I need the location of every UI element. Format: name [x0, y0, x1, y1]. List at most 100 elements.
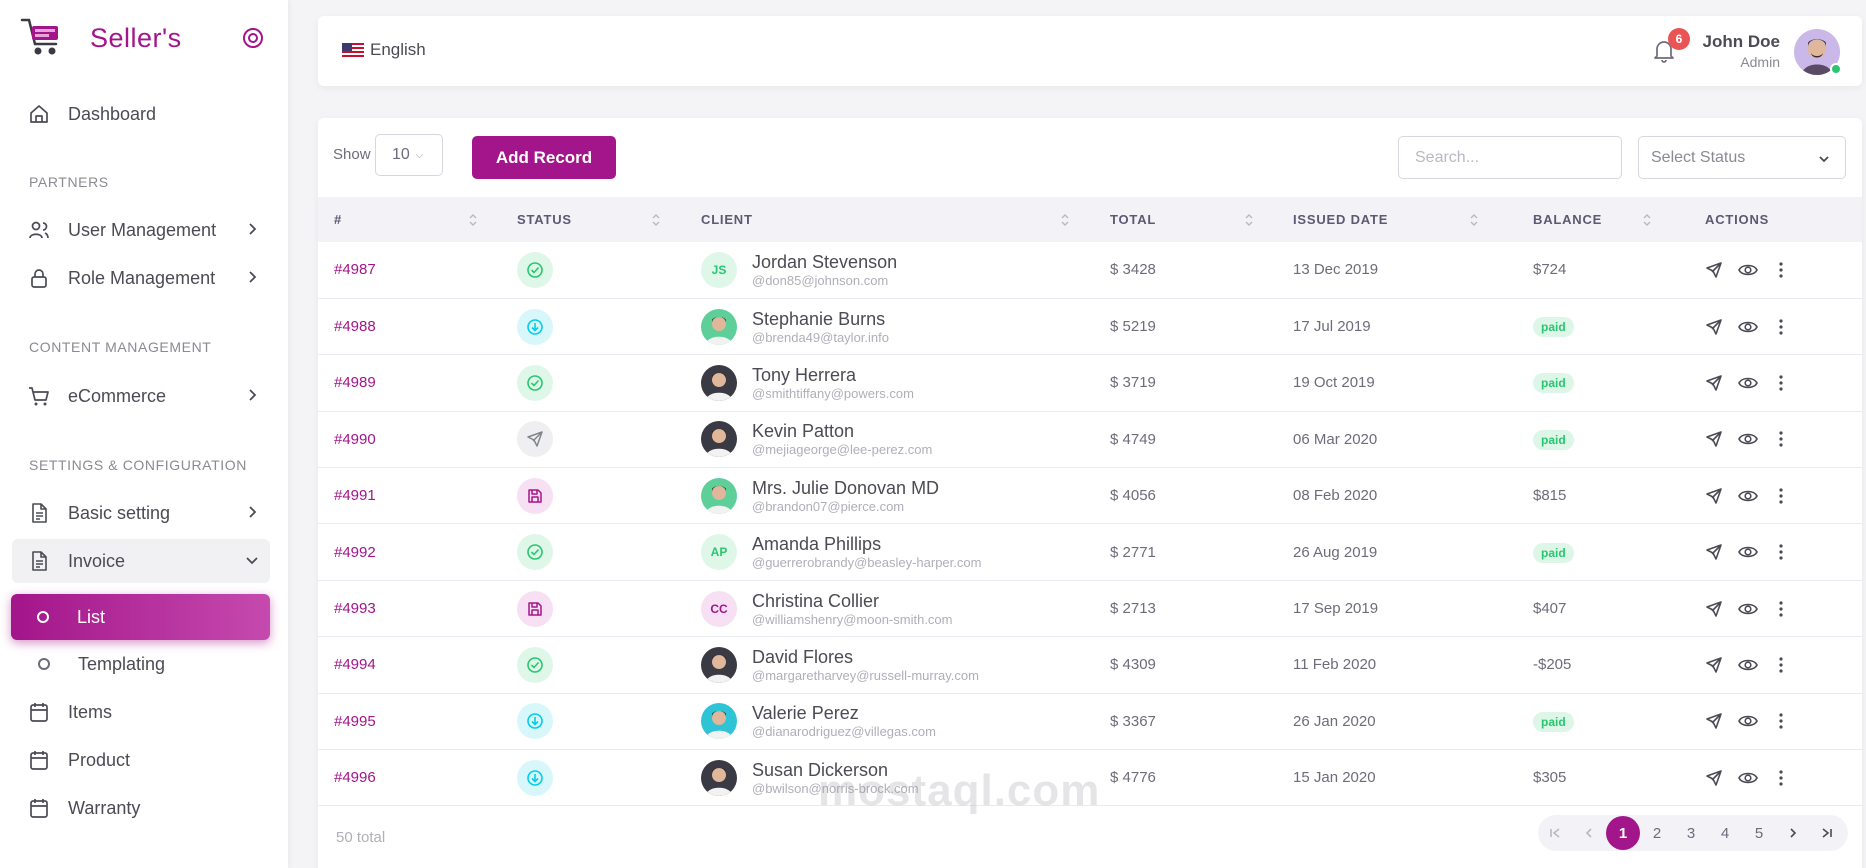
search-input[interactable] — [1398, 136, 1622, 179]
eye-icon[interactable] — [1738, 318, 1758, 336]
table-row[interactable]: #4992 AP Amanda Phillips @guerrerobrandy… — [318, 524, 1862, 581]
column-header-balance[interactable]: BALANCE — [1517, 197, 1689, 242]
prev-page-button[interactable] — [1572, 816, 1606, 850]
eye-icon[interactable] — [1738, 543, 1758, 561]
sidebar-item-warranty[interactable]: Warranty — [12, 786, 270, 830]
user-name[interactable]: John Doe — [1702, 32, 1780, 51]
table-row[interactable]: #4993 CC Christina Collier @williamshenr… — [318, 580, 1862, 637]
sidebar-item-dashboard[interactable]: Dashboard — [12, 92, 270, 136]
column-header-issued-date[interactable]: ISSUED DATE — [1277, 197, 1517, 242]
invoice-id-link[interactable]: #4994 — [334, 656, 376, 674]
send-icon[interactable] — [1705, 656, 1723, 674]
table-row[interactable]: #4989 Tony Herrera @smithtiffany@powers.… — [318, 355, 1862, 412]
arrow-down-circle-icon[interactable] — [517, 759, 553, 796]
eye-icon[interactable] — [1738, 769, 1758, 787]
send-icon[interactable] — [1705, 487, 1723, 505]
eye-icon[interactable] — [1738, 712, 1758, 730]
invoice-id-link[interactable]: #4988 — [334, 318, 376, 336]
eye-icon[interactable] — [1738, 487, 1758, 505]
send-icon[interactable] — [1705, 318, 1723, 336]
arrow-down-circle-icon[interactable] — [517, 308, 553, 345]
invoice-id-link[interactable]: #4989 — [334, 374, 376, 392]
check-circle-icon[interactable] — [517, 364, 553, 401]
first-page-button[interactable] — [1538, 816, 1572, 850]
more-vertical-icon[interactable] — [1773, 600, 1789, 618]
bell-icon[interactable] — [1652, 38, 1676, 64]
eye-icon[interactable] — [1738, 261, 1758, 279]
section-title-settings: SETTINGS & CONFIGURATION — [29, 457, 247, 473]
sidebar-item-items[interactable]: Items — [12, 690, 270, 734]
check-circle-icon[interactable] — [517, 251, 553, 288]
check-circle-icon[interactable] — [517, 534, 553, 571]
invoice-id-link[interactable]: #4992 — [334, 543, 376, 561]
table-row[interactable]: #4987 JS Jordan Stevenson @don85@johnson… — [318, 242, 1862, 299]
page-size-select[interactable]: 10 ⌵ — [375, 134, 443, 176]
avatar[interactable] — [1794, 29, 1840, 75]
eye-icon[interactable] — [1738, 374, 1758, 392]
sidebar-item-role-management[interactable]: Role Management — [12, 256, 270, 300]
client-cell: JS Jordan Stevenson @don85@johnson.com — [701, 251, 1094, 288]
brand[interactable]: Seller's — [20, 10, 270, 66]
send-icon[interactable] — [1705, 712, 1723, 730]
table-row[interactable]: #4994 David Flores @margaretharvey@russe… — [318, 637, 1862, 694]
table-row[interactable]: #4995 Valerie Perez @dianarodriguez@vill… — [318, 693, 1862, 750]
send-icon[interactable] — [1705, 600, 1723, 618]
sidebar-item-list[interactable]: List — [11, 594, 270, 640]
arrow-down-circle-icon[interactable] — [517, 703, 553, 740]
sidebar-pin-icon[interactable] — [242, 27, 264, 49]
table-row[interactable]: #4991 Mrs. Julie Donovan MD @brandon07@p… — [318, 468, 1862, 524]
more-vertical-icon[interactable] — [1773, 712, 1789, 730]
invoice-id-link[interactable]: #4991 — [334, 487, 376, 505]
page-button[interactable]: 3 — [1686, 824, 1696, 842]
page-button[interactable]: 2 — [1652, 824, 1662, 842]
column-header-total[interactable]: TOTAL — [1094, 197, 1277, 242]
invoice-id-link[interactable]: #4987 — [334, 261, 376, 279]
sidebar-item-user-management[interactable]: User Management — [12, 208, 270, 252]
sidebar-item-label: Role Management — [68, 267, 216, 288]
page-button[interactable]: 4 — [1720, 824, 1730, 842]
invoice-id-link[interactable]: #4996 — [334, 769, 376, 787]
sidebar-item-product[interactable]: Product — [12, 738, 270, 782]
more-vertical-icon[interactable] — [1773, 430, 1789, 448]
sidebar-item-templating[interactable]: Templating — [12, 642, 270, 686]
more-vertical-icon[interactable] — [1773, 318, 1789, 336]
sidebar-item-invoice[interactable]: Invoice — [12, 539, 270, 583]
send-icon[interactable] — [517, 421, 553, 458]
more-vertical-icon[interactable] — [1773, 656, 1789, 674]
more-vertical-icon[interactable] — [1773, 543, 1789, 561]
invoice-id-link[interactable]: #4995 — [334, 712, 376, 730]
send-icon[interactable] — [1705, 769, 1723, 787]
page-button[interactable]: 1 — [1606, 816, 1640, 850]
last-page-button[interactable] — [1810, 816, 1844, 850]
client-cell: Susan Dickerson @bwilson@norris-brock.co… — [701, 759, 1094, 796]
send-icon[interactable] — [1705, 261, 1723, 279]
sidebar-item-ecommerce[interactable]: eCommerce — [12, 374, 270, 418]
column-header-client[interactable]: CLIENT — [685, 197, 1094, 242]
column-header-id[interactable]: # — [318, 197, 501, 242]
add-record-button[interactable]: Add Record — [472, 136, 616, 179]
more-vertical-icon[interactable] — [1773, 487, 1789, 505]
send-icon[interactable] — [1705, 543, 1723, 561]
sidebar-item-basic-setting[interactable]: Basic setting — [12, 491, 270, 535]
table-row[interactable]: #4990 Kevin Patton @mejiageorge@lee-pere… — [318, 411, 1862, 468]
eye-icon[interactable] — [1738, 656, 1758, 674]
send-icon[interactable] — [1705, 430, 1723, 448]
send-icon[interactable] — [1705, 374, 1723, 392]
eye-icon[interactable] — [1738, 600, 1758, 618]
status-select[interactable]: Select Status — [1638, 136, 1846, 179]
language-selector[interactable]: English — [342, 40, 426, 60]
column-header-status[interactable]: STATUS — [501, 197, 685, 242]
invoice-id-link[interactable]: #4990 — [334, 430, 376, 448]
next-page-button[interactable] — [1776, 816, 1810, 850]
page-button[interactable]: 5 — [1754, 824, 1764, 842]
save-icon[interactable] — [517, 590, 553, 627]
invoice-id-link[interactable]: #4993 — [334, 600, 376, 618]
more-vertical-icon[interactable] — [1773, 374, 1789, 392]
eye-icon[interactable] — [1738, 430, 1758, 448]
check-circle-icon[interactable] — [517, 646, 553, 683]
table-row[interactable]: #4996 Susan Dickerson @bwilson@norris-br… — [318, 750, 1862, 806]
save-icon[interactable] — [517, 477, 553, 514]
more-vertical-icon[interactable] — [1773, 261, 1789, 279]
table-row[interactable]: #4988 Stephanie Burns @brenda49@taylor.i… — [318, 298, 1862, 355]
more-vertical-icon[interactable] — [1773, 769, 1789, 787]
